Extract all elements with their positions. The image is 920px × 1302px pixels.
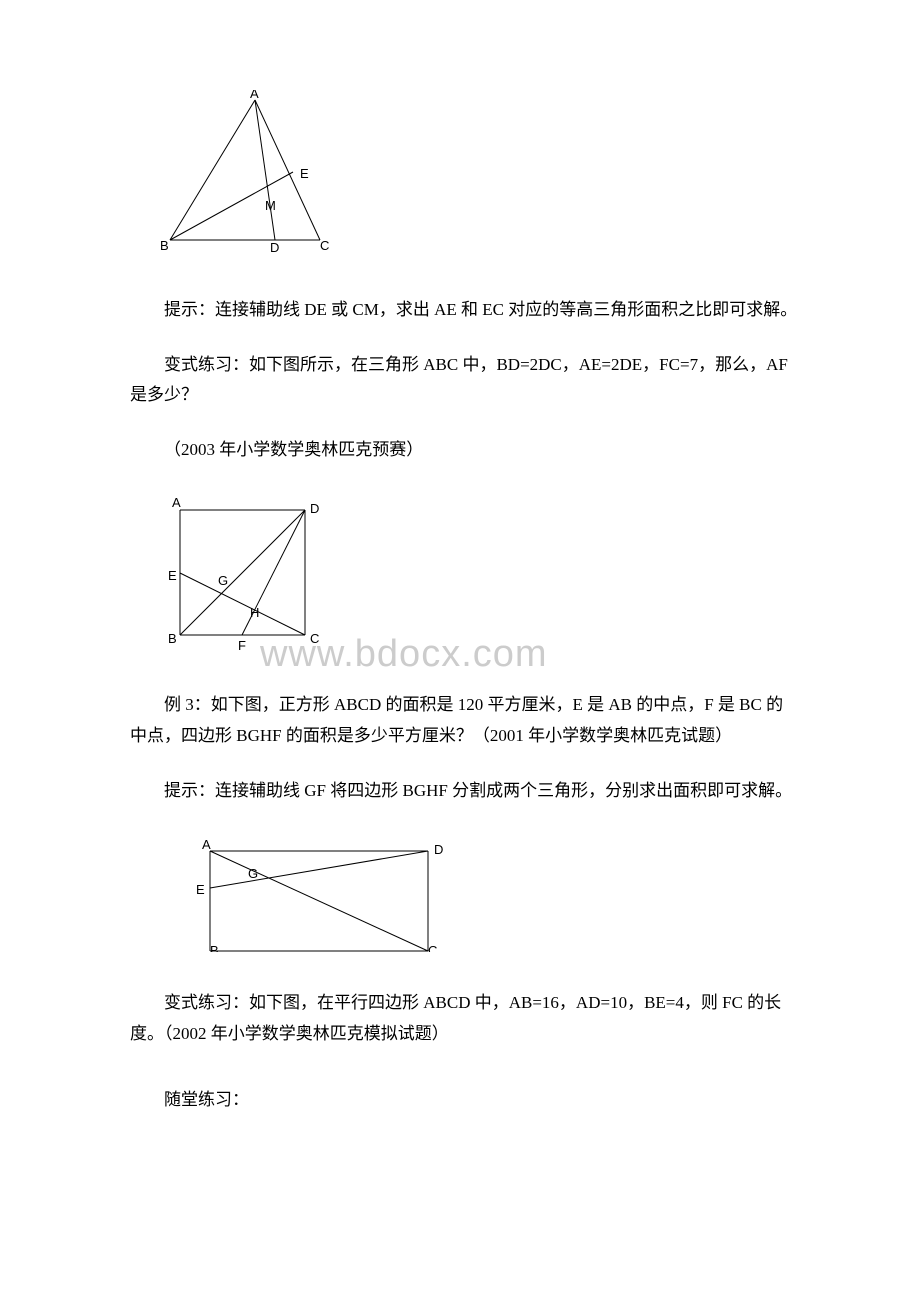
svg-text:C: C xyxy=(428,943,437,958)
svg-text:B: B xyxy=(210,943,219,958)
practice-heading: 随堂练习： xyxy=(130,1085,800,1116)
exercise-paragraph-2: 变式练习：如下图，在平行四边形 ABCD 中，AB=16，AD=10，BE=4，… xyxy=(130,988,800,1049)
hint-paragraph-2: 提示：连接辅助线 GF 将四边形 BGHF 分割成两个三角形，分别求出面积即可求… xyxy=(130,776,800,807)
svg-text:F: F xyxy=(238,638,246,653)
figure-triangle-abc: A B C D E M xyxy=(160,90,800,265)
svg-text:E: E xyxy=(168,568,177,583)
svg-text:C: C xyxy=(320,238,329,253)
svg-text:G: G xyxy=(248,866,258,881)
svg-text:B: B xyxy=(160,238,169,253)
svg-text:B: B xyxy=(168,631,177,646)
source-paragraph-1: （2003 年小学数学奥林匹克预赛） xyxy=(130,435,800,466)
figure-parallelogram-abcd: A B C D E G xyxy=(180,836,800,958)
example-paragraph-3: 例 3：如下图，正方形 ABCD 的面积是 120 平方厘米，E 是 AB 的中… xyxy=(130,690,800,751)
svg-text:E: E xyxy=(300,166,309,181)
svg-text:D: D xyxy=(310,501,319,516)
hint-paragraph-1: 提示：连接辅助线 DE 或 CM，求出 AE 和 EC 对应的等高三角形面积之比… xyxy=(130,295,800,326)
svg-text:A: A xyxy=(250,90,259,101)
exercise-paragraph-1: 变式练习：如下图所示，在三角形 ABC 中，BD=2DC，AE=2DE，FC=7… xyxy=(130,350,800,411)
svg-text:D: D xyxy=(270,240,279,255)
svg-text:A: A xyxy=(172,495,181,510)
svg-text:E: E xyxy=(196,882,205,897)
svg-text:C: C xyxy=(310,631,319,646)
svg-text:A: A xyxy=(202,837,211,852)
svg-text:M: M xyxy=(265,198,276,213)
svg-text:G: G xyxy=(218,573,228,588)
svg-text:H: H xyxy=(250,605,259,620)
figure-square-abcd: A B C D E F G H xyxy=(160,495,800,660)
svg-text:D: D xyxy=(434,842,443,857)
